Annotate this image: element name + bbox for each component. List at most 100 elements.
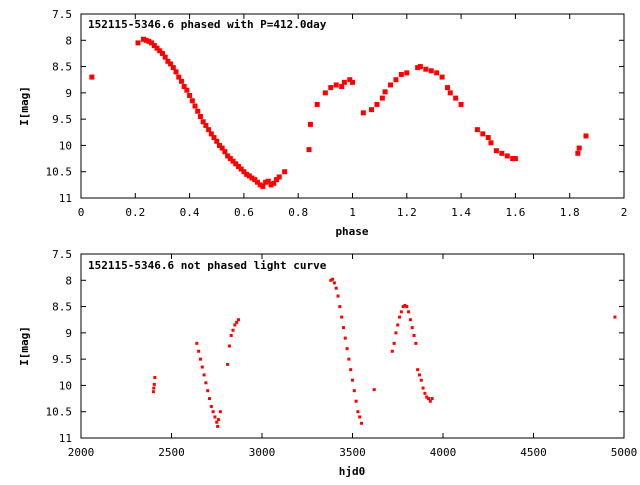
unphased-x-tick-label: 4000 [430,446,457,459]
unphased-data-point [198,357,202,361]
phased-data-point [493,148,499,154]
unphased-data-point [345,347,349,351]
unphased-axis-ticks: 2000 2500 3000 3500 4000 4500 5000 7.5 8 8.5 9 9.5 1… [46,248,638,459]
phased-data-point [173,69,179,75]
unphased-data-point [405,305,409,309]
phased-data-point [260,183,266,189]
unphased-data-point [152,386,156,390]
phased-data-point [159,50,165,56]
unphased-data-point [217,418,221,422]
phased-data-point [238,166,244,172]
phased-data-point [170,65,176,71]
unphased-data-point [372,388,376,392]
phased-data-point [146,38,152,44]
unphased-data-point [347,357,351,361]
unphased-data-point [421,386,425,390]
unphased-data-point [398,315,402,319]
unphased-data-point [390,349,394,353]
phased-data-point [235,163,241,169]
unphased-data-point [218,410,222,414]
unphased-data-point [338,305,342,309]
unphased-data-point [227,344,231,348]
phased-y-tick-label: 10 [59,139,72,152]
phased-data-point [276,174,282,180]
unphased-data-point [401,305,405,309]
phased-x-tick-label: 2 [621,206,628,219]
unphased-data-point [412,333,416,337]
unphased-data-point [351,378,354,382]
unphased-y-tick-label: 8 [65,274,72,287]
phased-data-point [453,95,459,101]
phased-data-point [206,127,212,133]
phased-data-point [249,175,255,181]
phased-x-tick-label: 0.2 [125,206,145,219]
unphased-data-point [332,281,336,285]
phased-data-point [458,101,464,107]
phased-data-point [322,90,328,96]
phased-data-point [211,135,217,141]
phased-y-tick-label: 10.5 [46,166,73,179]
unphased-data-point [414,341,418,345]
phased-data-point [271,180,277,186]
phased-data-point [393,77,399,83]
unphased-data-point [235,320,239,324]
phased-data-point [244,171,250,177]
phased-data-point [415,65,421,71]
phased-y-tick-label: 11 [59,192,72,205]
phased-data-point [162,54,168,60]
phased-data-point [480,131,486,137]
phased-x-axis-label: phase [335,225,368,238]
unphased-data-point [354,399,358,403]
phased-chart: 152115-5346.6 phased with P=412.0day pha… [18,8,627,238]
unphased-data-point [428,399,432,403]
phased-data-point [233,161,239,167]
phased-data-point [485,135,491,141]
phased-data-point [197,114,203,120]
phased-data-point [140,36,146,42]
phased-data-point [388,82,394,88]
phased-data-point [154,45,160,51]
unphased-data-point [208,397,212,401]
phased-data-point [428,68,434,74]
unphased-data-point [229,333,233,337]
phased-data-point [214,138,220,144]
unphased-data-point [407,310,411,314]
phased-x-tick-label: 1.4 [451,206,471,219]
phased-data-point [474,127,480,133]
phased-x-tick-label: 1 [349,206,356,219]
phased-data-point [168,61,174,67]
phased-x-tick-label: 0 [78,206,85,219]
phased-data-point [306,147,312,153]
unphased-data-point [399,310,403,314]
phased-data-point [227,156,233,162]
unphased-data-point [430,397,434,401]
phased-y-tick-label: 8 [65,34,72,47]
unphased-data-point [403,304,407,308]
phased-data-point [230,158,236,164]
phased-y-tick-label: 8.5 [52,61,72,74]
phased-chart-title: 152115-5346.6 phased with P=412.0day [88,18,327,31]
phased-x-tick-label: 0.8 [288,206,308,219]
phased-data-point [157,48,163,54]
phased-data-point [176,74,182,80]
phased-data-point [268,182,274,188]
unphased-data-point [209,404,213,408]
unphased-data-point [152,382,156,386]
phased-data-point [307,121,313,127]
unphased-y-axis-label: I[mag] [18,326,31,366]
phased-x-tick-label: 0.4 [180,206,200,219]
phased-data-point [187,92,193,98]
phased-data-point [382,89,388,95]
phased-data-point [333,82,339,88]
unphased-x-tick-label: 5000 [611,446,638,459]
unphased-data-point [197,349,201,353]
phased-data-point [439,74,445,80]
unphased-data-point [392,341,396,345]
unphased-data-point [334,286,338,290]
phased-x-tick-label: 1.8 [560,206,580,219]
unphased-data-point [226,362,230,366]
phased-data-point [151,43,157,49]
phased-data-point [314,101,320,107]
phased-data-point [575,150,581,156]
